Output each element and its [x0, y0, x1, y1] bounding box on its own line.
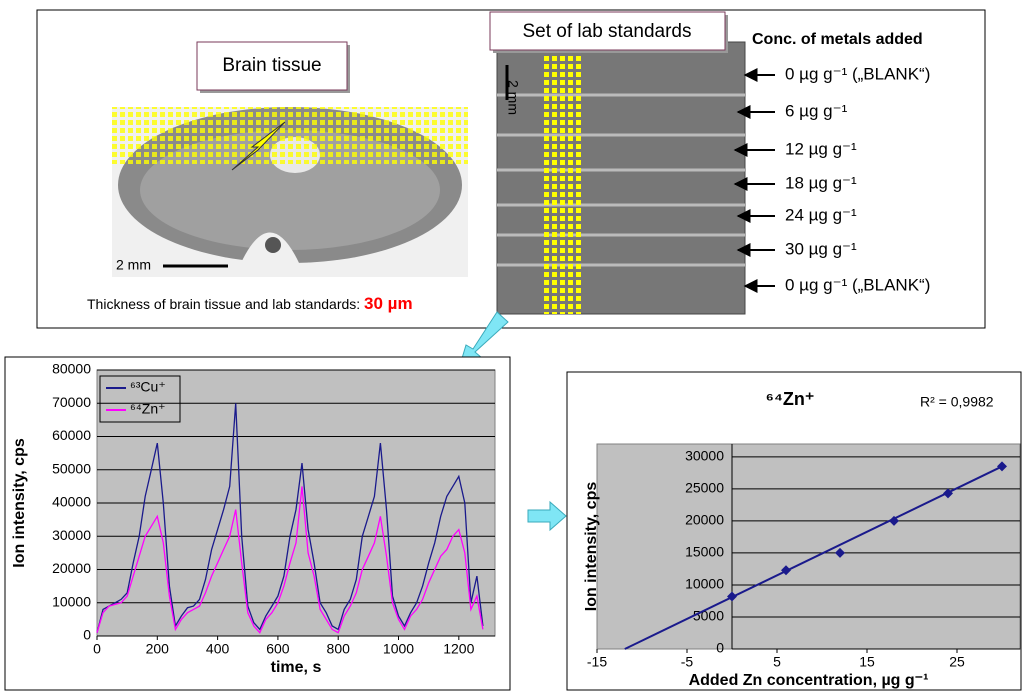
chart-title: ⁶⁴Zn⁺: [766, 389, 815, 409]
x-tick-label: 25: [949, 654, 965, 670]
x-tick-label: -5: [681, 654, 694, 670]
conc-label: 12 µg g⁻¹: [785, 139, 857, 158]
y-tick-label: 0: [83, 627, 91, 643]
y-tick-label: 70000: [52, 394, 91, 410]
x-tick-label: 1200: [443, 641, 474, 657]
y-tick-label: 30000: [685, 448, 724, 464]
thickness-value: 30 µm: [364, 294, 413, 313]
y-tick-label: 60000: [52, 427, 91, 443]
page: Brain tissue Set of lab standards Conc. …: [0, 0, 1022, 691]
y-tick-label: 10000: [52, 593, 91, 609]
conc-label: 6 µg g⁻¹: [785, 101, 848, 120]
y-tick-label: 20000: [52, 560, 91, 576]
x-tick-label: -15: [587, 654, 607, 670]
x-tick-label: 600: [266, 641, 290, 657]
x-tick-label: 15: [859, 654, 875, 670]
plot-area: [597, 444, 1020, 649]
y-axis-title: Ion intensity, cps: [583, 482, 600, 612]
brain-label: Brain tissue: [222, 55, 321, 76]
scale-bar: 2 mm: [505, 80, 521, 115]
legend-label: ⁶⁴Zn⁺: [130, 401, 166, 417]
y-tick-label: 30000: [52, 527, 91, 543]
y-tick-label: 25000: [685, 480, 724, 496]
legend-label: ⁶³Cu⁺: [130, 379, 166, 395]
arrow: [528, 502, 566, 530]
y-tick-label: 40000: [52, 494, 91, 510]
x-tick-label: 1000: [383, 641, 414, 657]
standards-image: [497, 42, 745, 314]
y-axis-title: Ion intensity, cps: [11, 438, 28, 568]
x-tick-label: 800: [327, 641, 351, 657]
x-tick-label: 200: [146, 641, 170, 657]
conc-label: 0 µg g⁻¹ („BLANK“): [785, 275, 930, 294]
y-tick-label: 0: [716, 640, 724, 656]
standards-label: Set of lab standards: [523, 21, 692, 42]
figure: Brain tissue Set of lab standards Conc. …: [0, 0, 1022, 691]
thickness-text: Thickness of brain tissue and lab standa…: [87, 294, 413, 313]
conc-label: 24 µg g⁻¹: [785, 205, 857, 224]
y-tick-label: 20000: [685, 512, 724, 528]
conc-title: Conc. of metals added: [752, 31, 923, 48]
x-tick-label: 5: [773, 654, 781, 670]
y-tick-label: 10000: [685, 576, 724, 592]
y-tick-label: 80000: [52, 361, 91, 377]
brain-image: [112, 107, 468, 277]
x-axis-title: time, s: [271, 659, 322, 676]
x-axis-title: Added Zn concentration, µg g⁻¹: [689, 672, 929, 689]
x-tick-label: 400: [206, 641, 230, 657]
x-tick-label: 0: [93, 641, 101, 657]
conc-label: 0 µg g⁻¹ („BLANK“): [785, 64, 930, 83]
annotation: R² = 0,9982: [920, 394, 994, 410]
y-tick-label: 15000: [685, 544, 724, 560]
conc-label: 30 µg g⁻¹: [785, 239, 857, 258]
scale-bar: 2 mm: [116, 257, 151, 273]
thickness-label: Thickness of brain tissue and lab standa…: [87, 296, 360, 312]
y-tick-label: 5000: [693, 608, 724, 624]
y-tick-label: 50000: [52, 460, 91, 476]
conc-label: 18 µg g⁻¹: [785, 173, 857, 192]
